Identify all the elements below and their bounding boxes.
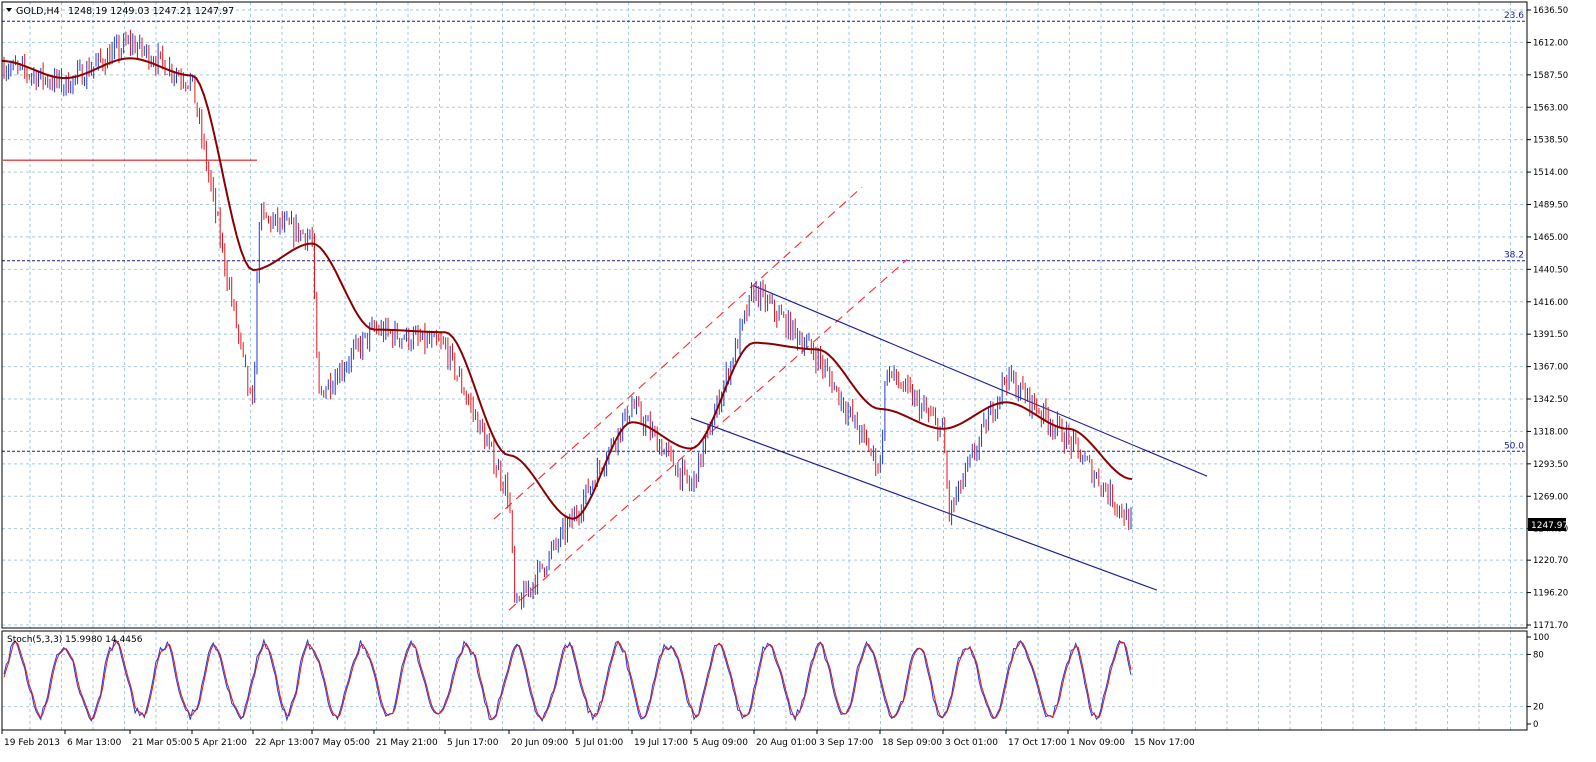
time-tick-label: 19 Jul 17:00 xyxy=(634,738,688,748)
osc-tick-label: 80 xyxy=(1533,650,1544,660)
fibonacci-level-label: 38.2 xyxy=(1504,251,1524,261)
oscillator-axis: 100 80 20 0 xyxy=(1527,633,1549,730)
price-tick-label: 1440.50 xyxy=(1533,265,1568,275)
price-axis: 1636.50 1612.00 1587.50 1563.00 1538.50 1514.… xyxy=(1527,6,1568,631)
time-tick-label: 3 Sep 17:00 xyxy=(819,738,874,748)
oscillator-grid xyxy=(2,631,1527,730)
time-axis: 19 Feb 2013 6 Mar 13:00 21 Mar 05:00 5 Apr … xyxy=(1,730,1195,748)
time-tick-label: 7 May 05:00 xyxy=(314,738,370,748)
last-price-text: 1247.97 xyxy=(1531,521,1568,531)
main-chart-frame xyxy=(1,1,1528,629)
time-tick-label: 3 Oct 01:00 xyxy=(945,738,998,748)
main-grid xyxy=(2,2,1527,628)
ohlc-values: 1248.19 1249.03 1247.21 1247.97 xyxy=(68,6,234,17)
price-tick-label: 1318.00 xyxy=(1533,427,1568,437)
time-tick-label: 6 Mar 13:00 xyxy=(67,738,122,748)
symbol-label: GOLD,H4 xyxy=(16,6,60,17)
osc-tick-label: 20 xyxy=(1533,703,1544,713)
stochastic-signal-line xyxy=(3,640,1132,721)
stochastic-main-line xyxy=(3,638,1132,723)
time-tick-label: 22 Apr 13:00 xyxy=(255,738,314,748)
moving-average-line xyxy=(1,57,1133,520)
price-tick-label: 1489.50 xyxy=(1533,201,1568,211)
stochastic-oscillator xyxy=(3,638,1132,723)
time-tick-label: 15 Nov 17:00 xyxy=(1134,738,1195,748)
price-tick-label: 1220.70 xyxy=(1533,556,1568,566)
price-tick-label: 1465.00 xyxy=(1533,233,1568,243)
price-tick-label: 1636.50 xyxy=(1533,6,1568,16)
candlestick-series xyxy=(3,29,1132,610)
last-price-badge xyxy=(1528,518,1566,531)
dropdown-triangle-icon[interactable] xyxy=(6,8,12,12)
descending-channel-lower[interactable] xyxy=(690,417,1158,591)
fibonacci-level-label: 50.0 xyxy=(1504,441,1524,451)
price-tick-label: 1342.50 xyxy=(1533,395,1568,405)
price-tick-label: 1269.00 xyxy=(1533,492,1568,502)
price-tick-label: 1538.50 xyxy=(1533,136,1568,146)
ascending-channel-upper[interactable] xyxy=(493,186,863,520)
osc-tick-label: 100 xyxy=(1533,633,1549,643)
time-tick-label: 21 May 21:00 xyxy=(376,738,438,748)
time-tick-label: 18 Sep 09:00 xyxy=(882,738,942,748)
time-tick-label: 21 Mar 05:00 xyxy=(132,738,192,748)
time-tick-label: 19 Feb 2013 xyxy=(4,738,60,748)
fibonacci-levels: 23.6 38.2 50.0 xyxy=(2,11,1527,452)
price-tick-label: 1367.00 xyxy=(1533,363,1568,373)
price-tick-label: 1293.50 xyxy=(1533,460,1568,470)
oscillator-frame xyxy=(1,630,1528,731)
price-tick-label: 1391.50 xyxy=(1533,330,1568,340)
time-tick-label: 20 Jun 09:00 xyxy=(511,738,568,748)
price-tick-label: 1587.50 xyxy=(1533,71,1568,81)
time-tick-label: 5 Jul 01:00 xyxy=(575,738,624,748)
price-tick-label: 1171.70 xyxy=(1533,621,1568,631)
time-tick-label: 1 Nov 09:00 xyxy=(1070,738,1125,748)
time-tick-label: 5 Aug 09:00 xyxy=(693,738,748,748)
osc-tick-label: 0 xyxy=(1533,720,1538,730)
trend-channels xyxy=(493,186,1208,611)
fibonacci-level-label: 23.6 xyxy=(1504,11,1524,21)
price-tick-label: 1563.00 xyxy=(1533,103,1568,113)
descending-channel-upper[interactable] xyxy=(753,285,1208,477)
price-tick-label: 1514.00 xyxy=(1533,168,1568,178)
stochastic-label: Stoch(5,3,3) 15.9980 14.4456 xyxy=(7,635,143,645)
price-tick-label: 1196.20 xyxy=(1533,589,1568,599)
price-tick-label: 1612.00 xyxy=(1533,38,1568,48)
price-tick-label: 1416.00 xyxy=(1533,298,1568,308)
ascending-channel-lower[interactable] xyxy=(508,259,908,611)
time-tick-label: 20 Aug 01:00 xyxy=(756,738,817,748)
time-tick-label: 5 Apr 21:00 xyxy=(194,738,247,748)
time-tick-label: 17 Oct 17:00 xyxy=(1008,738,1067,748)
time-tick-label: 5 Jun 17:00 xyxy=(447,738,499,748)
